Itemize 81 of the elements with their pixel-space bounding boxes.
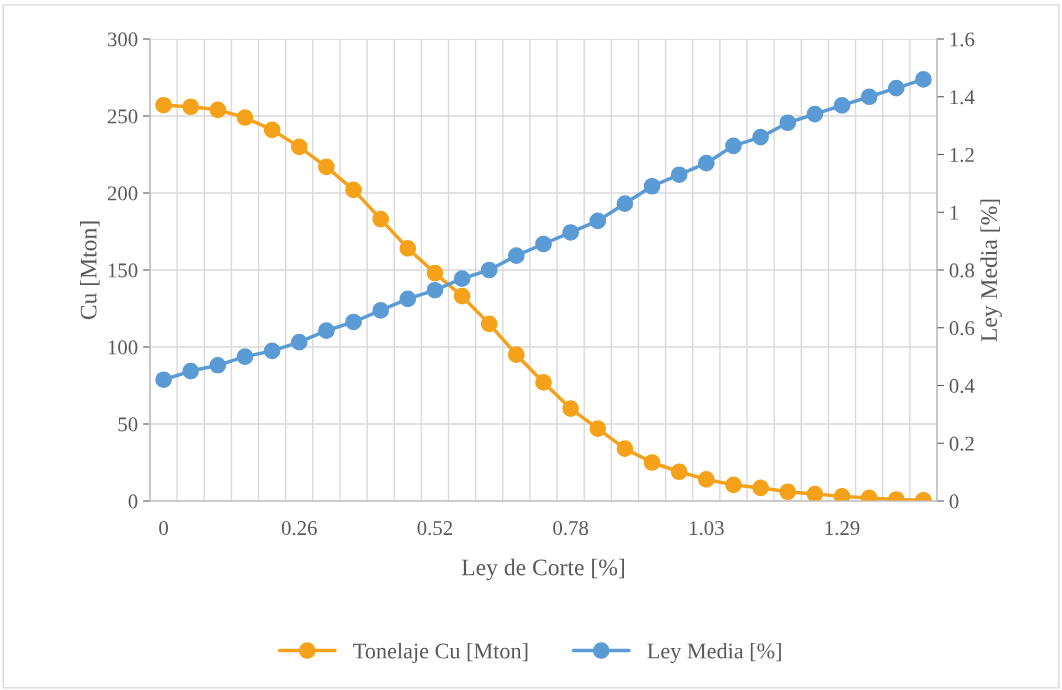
point: [670, 166, 688, 184]
x-tick-label: 0: [159, 521, 168, 536]
point: [508, 346, 525, 364]
point: [535, 374, 552, 391]
point: [643, 177, 661, 195]
point: [345, 181, 362, 199]
y2-tick-label: 1.2: [950, 147, 974, 163]
y-tick-label: 50: [118, 417, 138, 432]
y2-tick-label: 0.6: [949, 321, 975, 336]
point: [752, 128, 769, 146]
point: [426, 281, 444, 299]
point: [725, 137, 742, 155]
point: [616, 195, 634, 212]
point: [643, 454, 661, 471]
point: [399, 290, 417, 308]
point: [318, 158, 335, 176]
point: [236, 348, 254, 365]
point: [290, 138, 308, 156]
legend-label: Ley Media [%]: [647, 642, 781, 664]
point: [616, 440, 634, 457]
point: [779, 483, 797, 501]
y-tick-label: 200: [107, 186, 138, 201]
point: [318, 322, 335, 339]
point: [399, 240, 417, 257]
y2-tick-label: 1: [950, 205, 958, 220]
point: [697, 471, 715, 488]
point: [480, 315, 498, 333]
point: [182, 98, 200, 116]
point: [806, 105, 824, 123]
y-tick-label: 300: [107, 32, 138, 47]
y2-tick-label: 0.4: [949, 378, 975, 394]
x-tick-label: 1.29: [825, 521, 860, 536]
y2-axis-title: Ley Media [%]: [980, 199, 1002, 342]
y-tick-label: 100: [108, 340, 138, 355]
point: [372, 302, 390, 319]
point: [209, 356, 227, 374]
point: [535, 235, 552, 253]
point: [697, 154, 715, 172]
point: [372, 210, 390, 228]
point: [155, 96, 172, 114]
point: [345, 313, 362, 331]
point: [670, 463, 688, 481]
point: [209, 101, 227, 119]
y2-tick-label: 1.4: [950, 90, 975, 105]
y2-tick-label: 0: [949, 494, 959, 509]
y2-tick-label: 0.8: [949, 263, 975, 278]
point: [182, 362, 200, 380]
legend-label: Tonelaje Cu [Mton]: [353, 642, 528, 664]
point: [263, 342, 281, 360]
point: [725, 476, 742, 494]
point: [589, 212, 607, 230]
point: [887, 79, 905, 97]
point: [562, 224, 579, 241]
y-tick-label: 150: [108, 263, 138, 278]
point: [915, 71, 932, 88]
y2-tick-label: 1.6: [950, 32, 975, 47]
x-tick-label: 1.03: [689, 521, 724, 536]
point: [263, 121, 281, 139]
point: [806, 485, 824, 501]
point: [290, 333, 308, 351]
x-tick-label: 0.26: [281, 521, 317, 536]
x-tick-label: 0.78: [553, 521, 589, 536]
point: [426, 264, 444, 282]
point: [155, 371, 172, 389]
y-axis-title: Cu [Mton]: [79, 221, 100, 320]
point: [453, 287, 471, 305]
point: [508, 247, 525, 264]
point: [833, 97, 851, 114]
y2-tick-label: 0.2: [949, 436, 974, 451]
y-tick-label: 250: [107, 109, 138, 124]
point: [589, 420, 607, 437]
point: [752, 479, 769, 497]
x-axis-title: Ley de Corte [%]: [461, 558, 625, 581]
point: [779, 114, 797, 132]
point: [562, 400, 579, 417]
point: [860, 88, 878, 106]
y-tick-label: 0: [128, 494, 138, 509]
point: [453, 270, 471, 287]
point: [480, 261, 498, 279]
point: [236, 109, 254, 126]
x-tick-label: 0.52: [417, 521, 453, 536]
